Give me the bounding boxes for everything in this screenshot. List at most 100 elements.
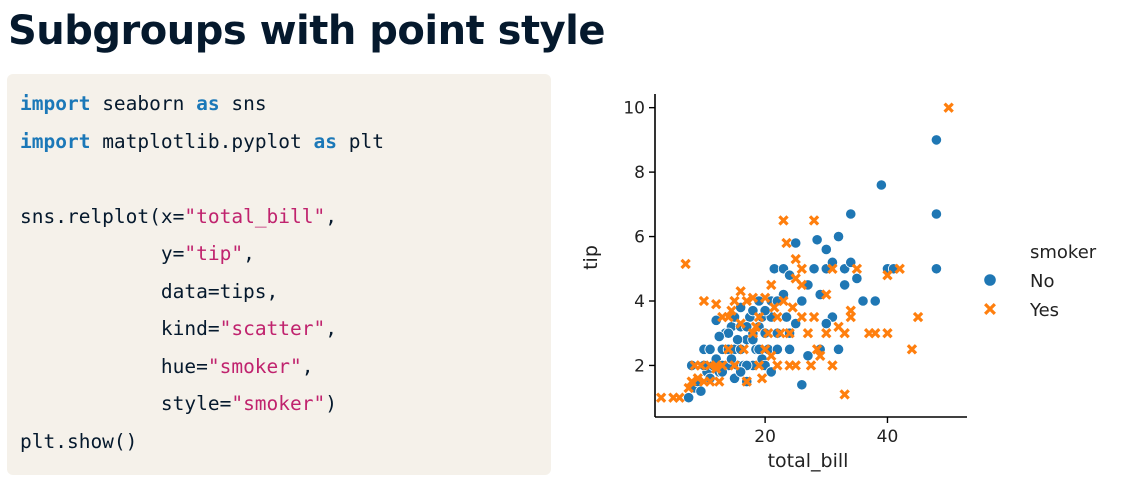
point-yes: [692, 373, 704, 384]
code-line: plt.show(): [20, 430, 137, 453]
point-yes: [882, 270, 893, 281]
point-yes: [827, 263, 838, 274]
code-string: "smoker": [231, 392, 326, 415]
point-yes: [759, 292, 771, 303]
code-line: import matplotlib.pyplot as plt: [20, 130, 384, 153]
code-keyword: as: [196, 92, 220, 115]
code-text: ,: [325, 204, 338, 228]
point-yes: [747, 292, 759, 303]
code-keyword: import: [20, 92, 91, 115]
point-yes: [747, 328, 759, 339]
y-tick-label: 6: [634, 228, 645, 248]
code-line: style="smoker"): [20, 392, 337, 415]
code-line: data=tips,: [20, 280, 278, 303]
point-yes: [674, 392, 685, 403]
point-yes: [775, 328, 786, 339]
point-yes: [787, 302, 798, 313]
point-yes: [741, 376, 752, 387]
point-no: [796, 379, 808, 391]
point-yes: [811, 344, 823, 355]
code-text: sns: [219, 92, 267, 115]
point-yes: [821, 289, 832, 300]
legend-label-yes: Yes: [1029, 300, 1059, 321]
point-yes: [839, 389, 850, 400]
legend-marker-no: [983, 273, 997, 287]
y-tick-label: 10: [623, 99, 645, 119]
point-yes: [912, 311, 924, 323]
code-keyword: as: [313, 129, 337, 153]
legend-marker-yes: [984, 303, 996, 315]
code-text: ,: [325, 317, 338, 340]
point-yes: [802, 328, 814, 339]
code-line: sns.relplot(x="total_bill",: [20, 205, 337, 228]
point-yes: [735, 286, 746, 297]
point-no: [780, 311, 793, 323]
point-yes: [808, 215, 820, 226]
chart-legend: smoker No Yes: [983, 242, 1097, 321]
point-yes: [710, 363, 722, 374]
point-yes: [741, 295, 752, 307]
point-yes: [845, 305, 856, 316]
point-no: [731, 334, 744, 346]
point-yes: [686, 376, 697, 387]
point-yes: [778, 215, 789, 226]
point-yes: [772, 360, 783, 371]
point-yes: [805, 360, 817, 371]
code-text: hue=: [20, 354, 208, 378]
point-yes: [827, 360, 838, 371]
point-no: [851, 272, 863, 285]
point-yes: [723, 344, 734, 355]
code-text: data=tips,: [20, 279, 279, 303]
code-text: ,: [301, 354, 314, 378]
code-text: ,: [243, 242, 255, 265]
code-keyword: import: [20, 129, 91, 153]
point-no: [930, 134, 943, 146]
point-yes: [894, 263, 905, 274]
point-no: [710, 314, 722, 326]
point-no: [783, 269, 796, 281]
point-yes: [683, 382, 694, 394]
chart-points: [655, 102, 954, 404]
point-yes: [796, 263, 808, 274]
point-no: [704, 343, 716, 355]
code-text: y=: [20, 242, 185, 265]
y-tick-label: 4: [634, 292, 645, 312]
y-tick-label: 8: [634, 163, 645, 183]
point-no: [845, 208, 857, 220]
point-no: [808, 263, 820, 275]
code-string: "scatter": [219, 317, 326, 340]
point-no: [683, 392, 695, 404]
point-yes: [714, 376, 725, 387]
point-yes: [796, 311, 808, 323]
code-text: style=: [20, 392, 232, 415]
point-yes: [726, 305, 737, 316]
point-yes: [735, 318, 746, 329]
point-yes: [906, 344, 918, 355]
code-string: "total_bill": [184, 204, 326, 228]
code-block: import seaborn as sns import matplotlib.p…: [7, 74, 551, 475]
point-no: [869, 295, 881, 307]
point-no: [832, 230, 845, 243]
chart-axes: 2 4 6 8 10 20 40 total_bill tip: [580, 94, 967, 472]
point-yes: [723, 311, 734, 323]
code-line: import seaborn as sns: [20, 92, 267, 115]
legend-title: smoker: [1030, 242, 1097, 263]
point-yes: [710, 299, 722, 310]
scatter-plot-svg: 2 4 6 8 10 20 40 total_bill tip smoker No Yes: [580, 94, 1097, 472]
point-yes: [762, 328, 774, 339]
legend-label-no: No: [1030, 271, 1054, 292]
point-yes: [704, 376, 716, 387]
point-yes: [778, 295, 789, 307]
point-yes: [655, 392, 667, 403]
point-yes: [717, 360, 728, 371]
point-no: [930, 263, 943, 275]
point-yes: [738, 344, 749, 355]
code-text: matplotlib.pyplot: [90, 129, 314, 153]
code-text: plt.show(): [20, 429, 138, 453]
point-no: [783, 343, 796, 355]
point-yes: [753, 360, 765, 371]
code-line: kind="scatter",: [20, 317, 337, 340]
point-yes: [781, 237, 792, 249]
x-tick-label: 40: [877, 427, 899, 447]
code-text: seaborn: [90, 92, 197, 115]
